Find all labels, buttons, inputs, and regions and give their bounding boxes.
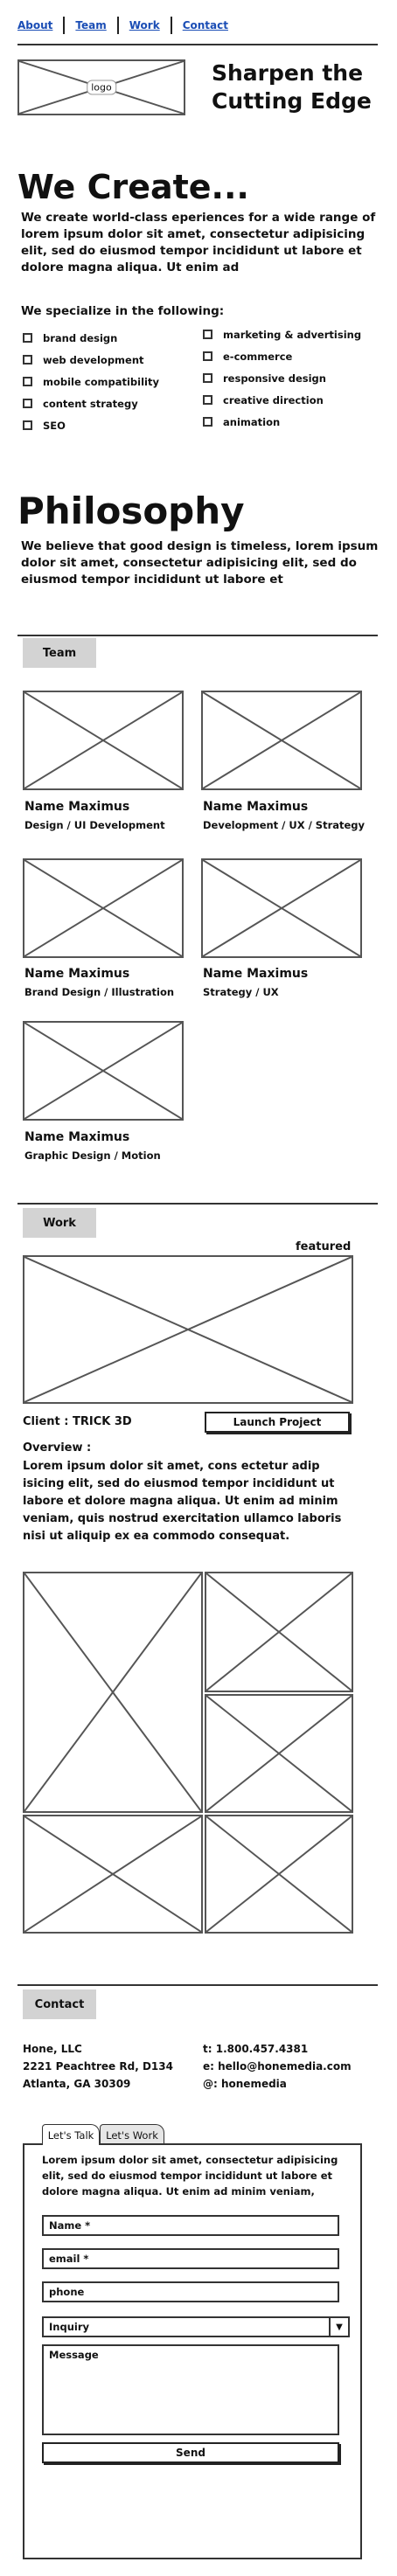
inquiry-select[interactable]: Inquiry ▼ xyxy=(42,2316,350,2337)
overview-title: Overview : xyxy=(23,1441,92,1455)
create-title: We Create... xyxy=(17,168,249,206)
team-section-tab[interactable]: Team xyxy=(23,638,96,668)
specialty-item[interactable]: web development xyxy=(23,349,159,371)
checkbox[interactable] xyxy=(203,373,212,383)
contact-divider xyxy=(17,1984,378,1986)
phone-field[interactable]: phone xyxy=(42,2281,339,2302)
specialty-item[interactable]: content strategy xyxy=(23,392,159,414)
email-field[interactable]: email * xyxy=(42,2248,339,2269)
specialty-item[interactable]: SEO xyxy=(23,414,159,436)
team-divider xyxy=(17,635,378,636)
work-divider xyxy=(17,1203,378,1205)
logo-placeholder[interactable]: logo xyxy=(17,59,185,115)
member-name: Name Maximus xyxy=(24,800,130,814)
top-nav: About Team Work Contact xyxy=(17,16,239,35)
team-photo[interactable] xyxy=(23,1021,184,1121)
phone-field-label: phone xyxy=(49,2286,85,2298)
team-photo[interactable] xyxy=(201,858,362,958)
contact-form: Lorem ipsum dolor sit amet, consectetur … xyxy=(23,2143,362,2559)
gallery-image[interactable] xyxy=(205,1815,353,1934)
launch-project-button[interactable]: Launch Project xyxy=(205,1412,350,1433)
nav-divider xyxy=(17,44,378,45)
street-address: 2221 Peachtree Rd, D134 xyxy=(23,2060,173,2073)
gallery-image[interactable] xyxy=(205,1694,353,1813)
form-intro: Lorem ipsum dolor sit amet, consectetur … xyxy=(42,2154,338,2198)
checkbox[interactable] xyxy=(203,351,212,361)
work-section-tab[interactable]: Work xyxy=(23,1208,96,1238)
specialty-item[interactable]: creative direction xyxy=(203,389,361,411)
contact-address: Hone, LLC 2221 Peachtree Rd, D134 Atlant… xyxy=(23,2040,173,2093)
member-name: Name Maximus xyxy=(203,967,309,981)
gallery-image[interactable] xyxy=(205,1572,353,1692)
contact-details: t: 1.800.457.4381 e: hello@honemedia.com… xyxy=(203,2040,352,2093)
specialty-item[interactable]: brand design xyxy=(23,327,159,349)
inquiry-select-value: Inquiry xyxy=(49,2321,89,2333)
specialize-title: We specialize in the following: xyxy=(21,304,225,318)
tab-lets-talk[interactable]: Let's Talk xyxy=(42,2124,100,2145)
phone-number[interactable]: t: 1.800.457.4381 xyxy=(203,2043,309,2055)
member-role: Development / UX / Strategy xyxy=(203,819,366,831)
email-address[interactable]: e: hello@honemedia.com xyxy=(203,2060,352,2073)
checkbox[interactable] xyxy=(23,399,32,408)
specialty-list-right: marketing & advertising e-commerce respo… xyxy=(203,323,361,433)
create-body: We create world-class eperiences for a w… xyxy=(21,211,376,274)
company-name: Hone, LLC xyxy=(23,2043,82,2055)
contact-section-tab[interactable]: Contact xyxy=(23,1989,96,2019)
member-name: Name Maximus xyxy=(24,967,130,981)
philosophy-title: Philosophy xyxy=(17,490,245,532)
tab-lets-work[interactable]: Let's Work xyxy=(100,2124,164,2145)
specialty-list-left: brand design web development mobile comp… xyxy=(23,327,159,436)
checkbox[interactable] xyxy=(23,333,32,343)
message-textarea-label: Message xyxy=(49,2349,99,2361)
featured-label: featured xyxy=(296,1240,352,1253)
member-role: Brand Design / Illustration xyxy=(24,986,175,998)
specialty-item[interactable]: responsive design xyxy=(203,367,361,389)
specialty-item[interactable]: marketing & advertising xyxy=(203,323,361,345)
chevron-down-icon[interactable]: ▼ xyxy=(329,2318,348,2336)
member-role: Design / UI Development xyxy=(24,819,165,831)
checkbox[interactable] xyxy=(23,377,32,386)
city-state-zip: Atlanta, GA 30309 xyxy=(23,2078,131,2090)
overview-body: Lorem ipsum dolor sit amet, cons ectetur… xyxy=(23,1460,342,1543)
checkbox[interactable] xyxy=(23,355,32,365)
checkbox[interactable] xyxy=(203,417,212,427)
client-label: Client : TRICK 3D xyxy=(23,1415,132,1428)
send-button[interactable]: Send xyxy=(42,2442,339,2463)
nav-link-about[interactable]: About xyxy=(17,17,66,34)
member-name: Name Maximus xyxy=(24,1130,130,1144)
member-role: Graphic Design / Motion xyxy=(24,1149,161,1162)
specialty-item[interactable]: mobile compatibility xyxy=(23,371,159,392)
logo-label: logo xyxy=(87,80,116,95)
member-role: Strategy / UX xyxy=(203,986,279,998)
nav-link-work[interactable]: Work xyxy=(119,17,172,34)
team-photo[interactable] xyxy=(23,858,184,958)
specialty-item[interactable]: animation xyxy=(203,411,361,433)
email-field-label: email * xyxy=(49,2253,89,2265)
tagline: Sharpen the Cutting Edge xyxy=(212,60,372,114)
team-photo[interactable] xyxy=(23,691,184,790)
member-name: Name Maximus xyxy=(203,800,309,814)
specialty-item[interactable]: e-commerce xyxy=(203,345,361,367)
gallery-image[interactable] xyxy=(23,1815,203,1934)
name-field-label: Name * xyxy=(49,2219,91,2232)
message-textarea[interactable]: Message xyxy=(42,2344,339,2435)
checkbox[interactable] xyxy=(203,330,212,339)
featured-project-image[interactable] xyxy=(23,1255,353,1404)
nav-link-team[interactable]: Team xyxy=(65,17,119,34)
gallery-image[interactable] xyxy=(23,1572,203,1813)
checkbox[interactable] xyxy=(203,395,212,405)
name-field[interactable]: Name * xyxy=(42,2215,339,2236)
checkbox[interactable] xyxy=(23,420,32,430)
nav-link-contact[interactable]: Contact xyxy=(182,19,228,31)
philosophy-body: We believe that good design is timeless,… xyxy=(21,539,379,587)
social-handle[interactable]: @: honemedia xyxy=(203,2078,287,2090)
team-photo[interactable] xyxy=(201,691,362,790)
